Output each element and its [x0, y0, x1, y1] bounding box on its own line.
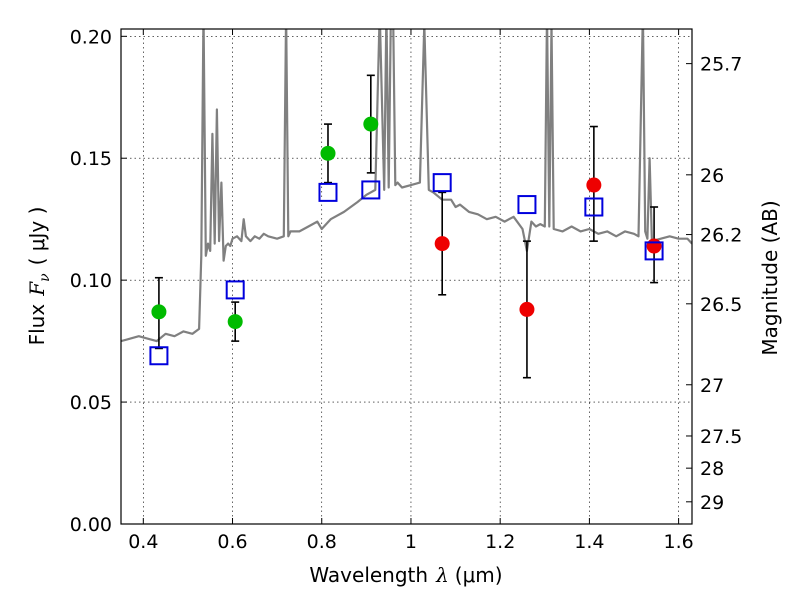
y2-tick-label: 29 [700, 492, 724, 514]
model-square [584, 197, 604, 217]
data-point-green [363, 116, 379, 132]
data-point-red [434, 236, 450, 252]
data-point-green [227, 314, 243, 330]
model-square [225, 280, 245, 300]
y-axis-label-symbol: F [25, 281, 49, 297]
data-point-green [320, 145, 336, 161]
spectrum-line [121, 29, 692, 343]
y2-axis-label: Magnitude (AB) [758, 200, 782, 355]
y-tick-label: 0.15 [70, 148, 112, 170]
x-tick-label: 0.6 [217, 531, 247, 553]
y-tick-label: 0.05 [70, 392, 112, 414]
x-axis-label-symbol: λ [435, 563, 449, 587]
y-tick-label: 0.10 [70, 270, 112, 292]
y-axis-label: Flux Fν ( μJy ) [25, 207, 53, 346]
x-axis-label-prefix: Wavelength [309, 563, 428, 587]
x-tick-label: 1.4 [574, 531, 604, 553]
model-square [517, 195, 537, 215]
y2-tick-label: 26 [700, 165, 724, 187]
y-tick-label: 0.00 [70, 514, 112, 536]
y2-tick-label: 25.7 [700, 54, 742, 76]
y2-tick-label: 27.5 [700, 426, 742, 448]
x-tick-label: 0.4 [128, 531, 158, 553]
y2-tick-label: 27 [700, 375, 724, 397]
y-axis-label-subscript: ν [37, 273, 53, 282]
model-square [432, 173, 452, 193]
y-axis-label-unit: ( μJy ) [25, 207, 49, 266]
x-axis-label-unit: (μm) [455, 563, 503, 587]
y-tick-label: 0.20 [70, 26, 112, 48]
x-tick-label: 0.8 [307, 531, 337, 553]
x-tick-label: 1.2 [485, 531, 515, 553]
model-square [318, 182, 338, 202]
y-axis-label-prefix: Flux [25, 304, 49, 346]
y2-tick-label: 28 [700, 458, 724, 480]
x-tick-label: 1 [405, 531, 417, 553]
data-point-red [646, 238, 662, 254]
model-square [149, 346, 169, 366]
grid [121, 29, 692, 524]
tick-layer: 0.4 0.6 0.8 1 1.2 1.4 1.6 0.00 0.05 0.10 0.15 0.20 2… [70, 26, 743, 553]
data-point-red [519, 301, 535, 317]
model-square [644, 241, 664, 261]
plot-frame [120, 28, 693, 525]
data-point-green [151, 304, 167, 320]
y2-tick-label: 26.2 [700, 225, 742, 247]
x-tick-label: 1.6 [664, 531, 694, 553]
data-point-red [586, 177, 602, 193]
spectrum-layer [121, 29, 692, 343]
y2-tick-label: 26.5 [700, 294, 742, 316]
model-square [361, 180, 381, 200]
x-axis-label: Wavelength λ (μm) [309, 563, 502, 587]
marker-layer [149, 116, 664, 366]
errorbar-layer [154, 74, 659, 379]
